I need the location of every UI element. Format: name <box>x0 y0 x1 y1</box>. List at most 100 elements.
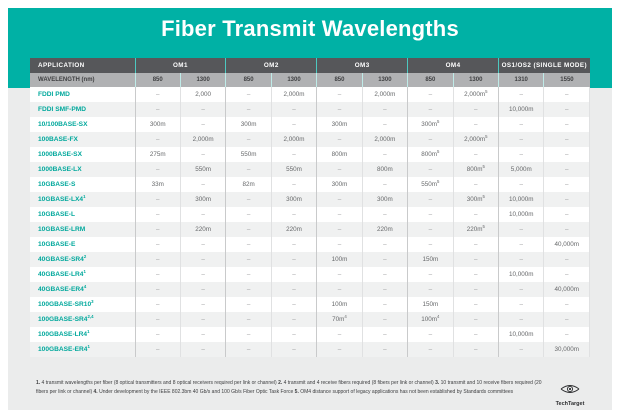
distance-cell: 2,000m <box>179 132 226 147</box>
table-row: 40GBASE-ER44– – – – – – – – –40,000m <box>30 282 590 297</box>
distance-cell: 300m <box>316 177 363 192</box>
distance-cell: 33m <box>134 177 181 192</box>
distance-cell: 30,000m <box>543 342 590 357</box>
application-name: 1000BASE-SX <box>38 151 82 158</box>
footnote-number: 3. <box>435 380 440 386</box>
distance-cell: 10,000m <box>497 267 544 282</box>
distance-cell: – <box>134 207 181 222</box>
distance-cell: – <box>270 312 317 327</box>
table-row: 100BASE-FX –2,000m –2,000m –2,000m –2,000m5–… <box>30 132 590 147</box>
distance-cell: – <box>134 162 181 177</box>
application-name: 100GBASE-LR41 <box>38 328 90 338</box>
distance-cell: – <box>407 282 454 297</box>
distance-cell: – <box>497 312 544 327</box>
distance-cell: – <box>134 297 181 312</box>
application-name: 10/100BASE-SX <box>38 121 88 128</box>
distance-cell: – <box>134 312 181 327</box>
distance-cell: 2,000m <box>270 132 317 147</box>
wavelength-value-header: 1550 <box>543 73 590 87</box>
application-name: 10GBASE-LRM <box>38 226 86 233</box>
application-column-header: APPLICATION <box>30 58 135 73</box>
eye-icon <box>560 385 580 393</box>
distance-cell: – <box>497 237 544 252</box>
distance-cell: – <box>361 102 408 117</box>
distance-cell: – <box>497 147 544 162</box>
distance-cell: – <box>179 342 226 357</box>
distance-cell: – <box>225 282 272 297</box>
distance-cell: – <box>179 252 226 267</box>
application-name: 10GBASE-E <box>38 241 76 248</box>
distance-cell: 550m <box>179 162 226 177</box>
application-name: 40GBASE-SR42 <box>38 253 87 263</box>
distance-cell: 800m <box>361 162 408 177</box>
distance-cell: – <box>316 162 363 177</box>
distance-cell: – <box>543 297 590 312</box>
distance-cell: – <box>225 222 272 237</box>
distance-cell: – <box>179 327 226 342</box>
distance-cell: – <box>270 327 317 342</box>
distance-cell: – <box>452 267 499 282</box>
distance-cell: – <box>407 87 454 102</box>
table-row: 40GBASE-SR42– – – –100m –150m – – – <box>30 252 590 267</box>
distance-cell: 300m <box>361 192 408 207</box>
footnote-text: 4 transmit wavelengths per fiber (8 opti… <box>40 380 279 386</box>
distance-cell: – <box>179 312 226 327</box>
application-name: 10GBASE-L <box>38 211 76 218</box>
distance-cell: – <box>270 177 317 192</box>
distance-cell: – <box>361 312 408 327</box>
distance-cell: – <box>134 132 181 147</box>
distance-cell: 220m <box>179 222 226 237</box>
header-group-row: APPLICATION OM1 OM2 OM3 OM4 OS1/OS2 (SINGLE M… <box>30 58 590 73</box>
distance-cell: – <box>543 87 590 102</box>
footnote-number: 1. <box>36 380 41 386</box>
distance-cell: – <box>225 267 272 282</box>
distance-cell: 10,000m <box>497 102 544 117</box>
distance-cell: – <box>316 132 363 147</box>
wavelength-value-header: 850 <box>407 73 454 87</box>
distance-cell: 800m <box>316 147 363 162</box>
distance-cell: 2,000 <box>179 87 226 102</box>
distance-cell: 150m <box>407 297 454 312</box>
table-head: APPLICATION OM1 OM2 OM3 OM4 OS1/OS2 (SINGLE M… <box>30 58 590 87</box>
distance-cell: – <box>452 282 499 297</box>
distance-cell: – <box>497 297 544 312</box>
table-row: 10GBASE-LRM –220m –220m –220m –220m5– – <box>30 222 590 237</box>
distance-cell: – <box>270 147 317 162</box>
application-name: 100BASE-FX <box>38 136 78 143</box>
distance-cell: – <box>497 222 544 237</box>
distance-cell: 300m5 <box>452 192 499 207</box>
distance-cell: – <box>270 207 317 222</box>
table-body: FDDI PMD –2,000–2,000m –2,000m –2,000m5– – FD… <box>30 87 590 357</box>
distance-cell: – <box>452 327 499 342</box>
distance-cell: – <box>270 117 317 132</box>
distance-cell: 300m5 <box>407 117 454 132</box>
distance-cell: – <box>452 312 499 327</box>
distance-cell: – <box>452 297 499 312</box>
distance-cell: 100m <box>316 252 363 267</box>
wavelength-value-header: 1300 <box>361 73 408 87</box>
distance-cell: – <box>225 132 272 147</box>
distance-cell: – <box>361 177 408 192</box>
application-name: FDDI PMD <box>38 91 70 98</box>
distance-cell: – <box>270 237 317 252</box>
distance-cell: – <box>134 252 181 267</box>
distance-cell: 300m <box>179 192 226 207</box>
distance-cell: 5,000m <box>497 162 544 177</box>
distance-cell: – <box>407 237 454 252</box>
distance-cell: 275m <box>134 147 181 162</box>
distance-cell: 800m5 <box>407 147 454 162</box>
table-row: 100GBASE-LR41– – – – – – – –10,000m – <box>30 327 590 342</box>
distance-cell: – <box>543 162 590 177</box>
distance-cell: – <box>452 177 499 192</box>
distance-cell: – <box>134 222 181 237</box>
distance-cell: – <box>407 102 454 117</box>
distance-cell: – <box>179 102 226 117</box>
distance-cell: – <box>270 342 317 357</box>
footnote-text: Under development by the IEEE 802.3bm 40… <box>97 388 295 395</box>
distance-cell: – <box>316 87 363 102</box>
distance-cell: – <box>361 267 408 282</box>
fiber-type-header: OM2 <box>225 58 317 73</box>
distance-cell: – <box>361 342 408 357</box>
distance-cell: – <box>134 192 181 207</box>
